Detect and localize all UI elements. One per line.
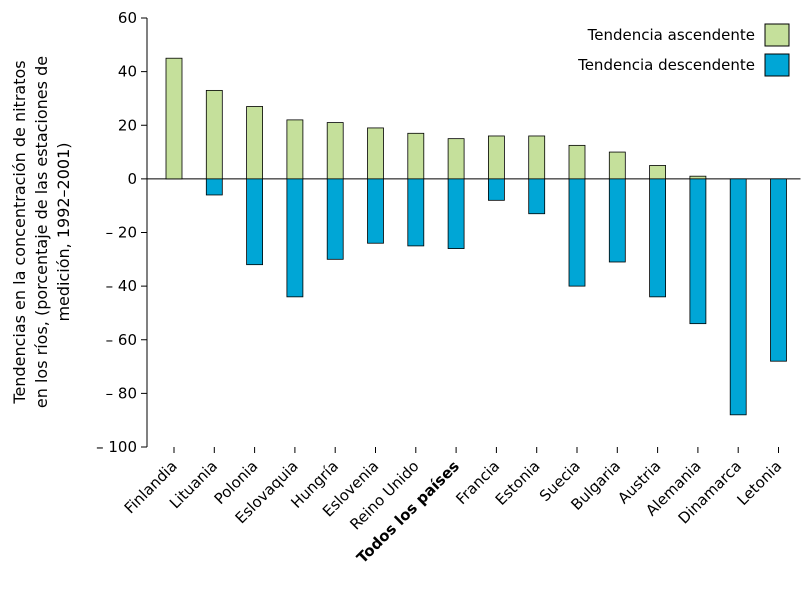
y-tick-label: – 100 (96, 438, 137, 456)
bar-ascendente (246, 106, 264, 180)
bar-descendente (205, 178, 223, 196)
y-tick-label: 40 (118, 63, 137, 81)
bar-descendente (367, 178, 384, 244)
bar-descendente (286, 178, 304, 298)
bar-ascendente (568, 144, 586, 180)
bar-ascendente (326, 122, 344, 180)
bar-ascendente (165, 57, 183, 180)
y-tick-label: – 80 (106, 384, 137, 402)
bar-ascendente (447, 138, 465, 180)
y-tick-label: – 40 (106, 277, 137, 295)
y-axis-title-line: Tendencias en la concentración de nitrat… (10, 60, 29, 404)
bar-descendente (528, 178, 546, 215)
bar-descendente (407, 178, 425, 247)
bar-descendente (770, 178, 787, 362)
bar-ascendente (528, 135, 546, 180)
bar-ascendente (205, 89, 223, 180)
x-category-label: Estonia (492, 457, 544, 509)
y-tick-label: – 20 (106, 224, 137, 242)
y-axis-title-line: medición, 1992–2001) (54, 142, 73, 321)
bar-ascendente (367, 127, 384, 180)
y-tick-label: 20 (118, 116, 137, 134)
y-tick-label: 0 (127, 170, 137, 188)
legend-swatch (764, 23, 790, 47)
bar-descendente (729, 178, 747, 416)
legend-label: Tendencia descendente (577, 56, 755, 74)
bar-descendente (649, 178, 666, 298)
bar-ascendente (487, 135, 505, 180)
bar-ascendente (608, 151, 626, 180)
bar-descendente (487, 178, 505, 201)
x-category-label: Letonia (734, 457, 786, 509)
bar-ascendente (689, 175, 707, 180)
bar-descendente (689, 178, 707, 325)
bar-ascendente (649, 165, 666, 180)
bar-ascendente (286, 119, 304, 180)
bar-ascendente (407, 132, 425, 180)
bar-descendente (568, 178, 586, 287)
legend-swatch (764, 53, 790, 77)
legend-label: Tendencia ascendente (587, 26, 755, 44)
bar-descendente (608, 178, 626, 263)
y-tick-label: – 60 (106, 331, 137, 349)
y-axis-title-line: en los ríos, (porcentaje de las estacion… (32, 56, 51, 408)
x-category-label: Finlandia (121, 457, 181, 517)
bar-descendente (447, 178, 465, 249)
bar-descendente (326, 178, 344, 260)
bar-descendente (246, 178, 264, 266)
y-tick-label: 60 (118, 9, 137, 27)
